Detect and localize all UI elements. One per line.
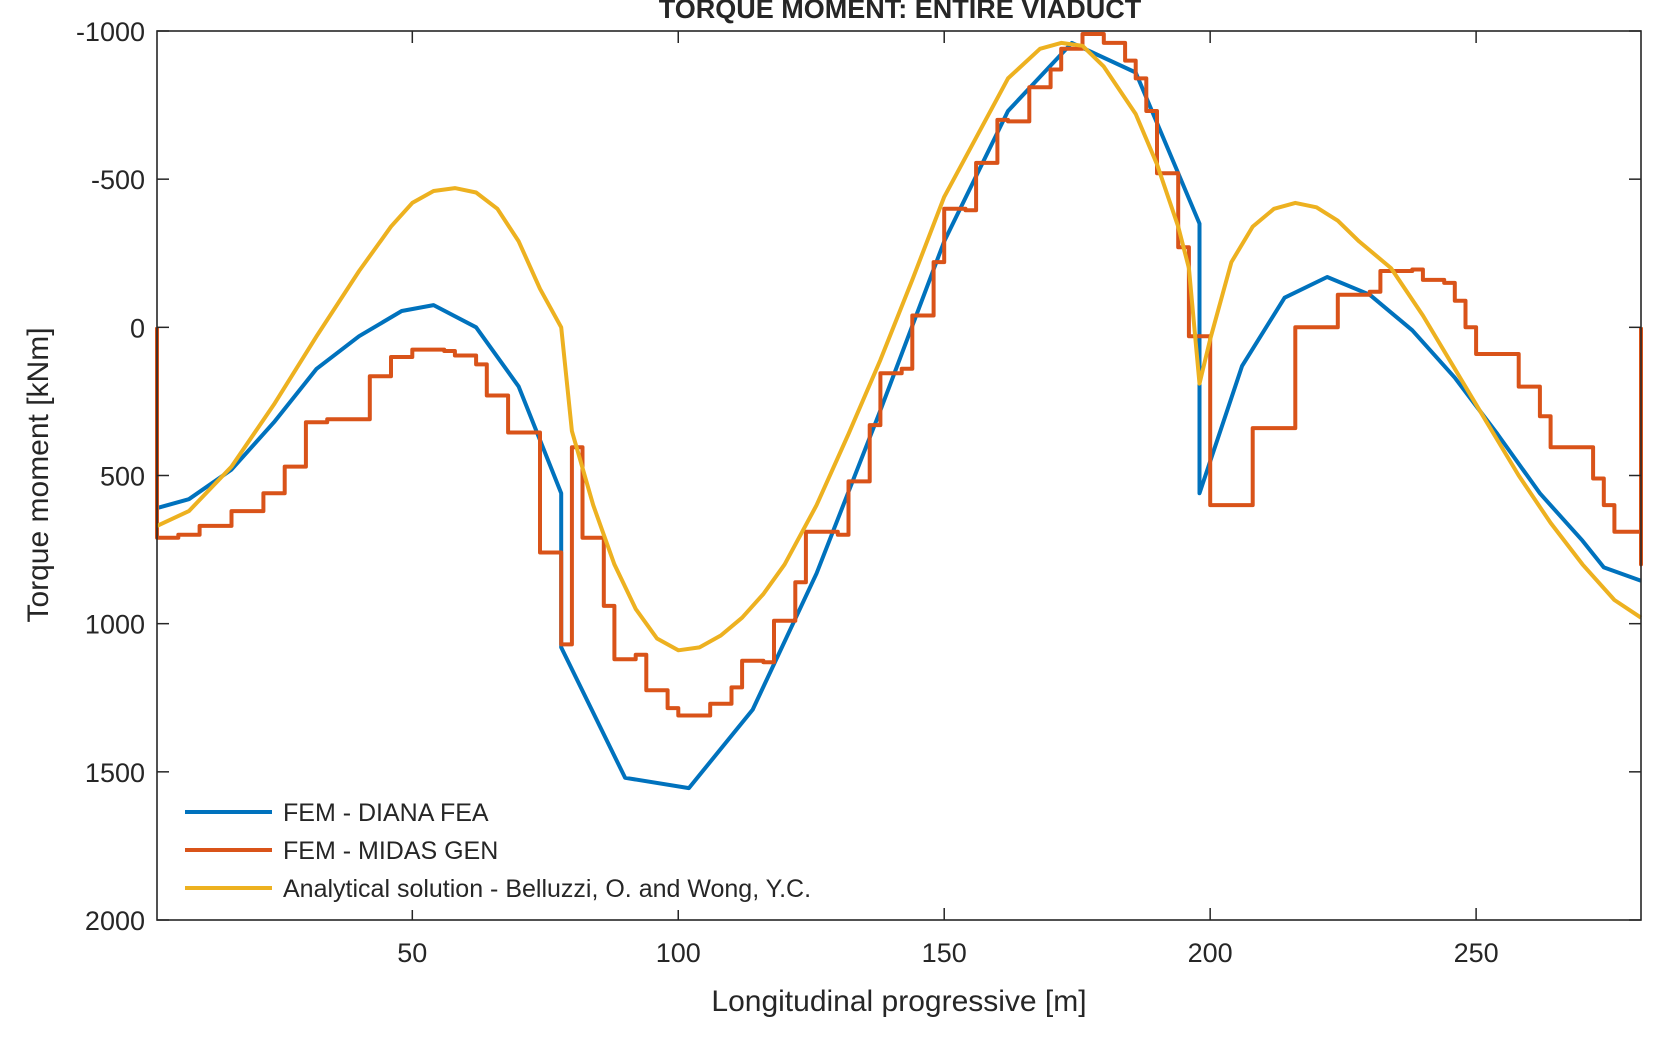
ticks-layer: 50 100 150 200 250 -1000 -500 0 500 1000 1500 2000 xyxy=(76,17,1641,968)
y-tick-label: -500 xyxy=(91,165,145,195)
y-tick-label: 1500 xyxy=(85,758,145,788)
x-tick-label: 50 xyxy=(397,938,427,968)
series-line-diana xyxy=(156,40,1642,791)
legend: FEM - DIANA FEA FEM - MIDAS GEN Analytic… xyxy=(170,792,870,910)
x-tick-label: 100 xyxy=(656,938,701,968)
x-tick-label: 200 xyxy=(1188,938,1233,968)
legend-box xyxy=(170,792,870,910)
y-tick-label: 1000 xyxy=(85,610,145,640)
series-line-midas xyxy=(155,32,1643,718)
legend-label-midas: FEM - MIDAS GEN xyxy=(283,837,498,865)
x-tick-label: 250 xyxy=(1454,938,1499,968)
x-tick-label: 150 xyxy=(922,938,967,968)
chart-title: TORQUE MOMENT: ENTIRE VIADUCT xyxy=(659,0,1142,24)
y-tick-label: 2000 xyxy=(85,906,145,936)
y-tick-label: 500 xyxy=(100,462,145,492)
axes-box xyxy=(156,30,1642,921)
legend-label-analytical: Analytical solution - Belluzzi, O. and W… xyxy=(283,875,811,903)
plot-area: 50 100 150 200 250 -1000 -500 0 500 1000 1500 2000 xyxy=(76,17,1643,968)
y-tick-label: -1000 xyxy=(76,17,145,47)
series-line-analytical xyxy=(156,40,1643,653)
series-layer xyxy=(155,32,1643,791)
legend-label-diana: FEM - DIANA FEA xyxy=(283,799,489,827)
y-axis-label: Torque moment [kNm] xyxy=(22,327,55,622)
y-tick-label: 0 xyxy=(130,313,145,343)
x-axis-label: Longitudinal progressive [m] xyxy=(711,985,1086,1018)
